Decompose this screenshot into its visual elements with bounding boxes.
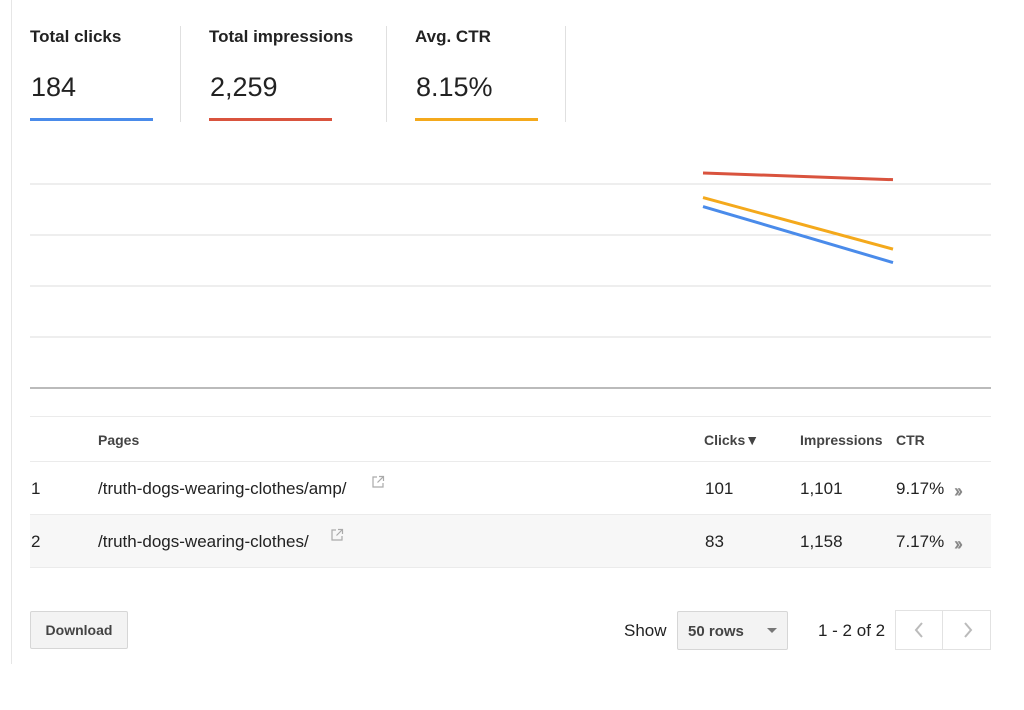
metric-divider — [386, 26, 387, 122]
series-line-avg-ctr — [702, 196, 894, 251]
left-border — [11, 0, 12, 664]
metric-divider — [565, 26, 566, 122]
pagination-controls — [895, 610, 991, 650]
rows-per-page-select[interactable]: 50 rows — [677, 611, 788, 650]
column-header-pages[interactable]: Pages — [98, 432, 140, 448]
external-link-icon[interactable] — [330, 528, 344, 542]
page-link[interactable]: /truth-dogs-wearing-clothes/ — [98, 532, 309, 551]
show-label: Show — [624, 621, 667, 640]
external-link-icon[interactable] — [371, 475, 385, 489]
row-number: 2 — [31, 532, 41, 551]
table-header: Pages Clicks▼ Impressions CTR — [30, 416, 991, 462]
page-link[interactable]: /truth-dogs-wearing-clothes/amp/ — [98, 479, 347, 498]
clicks-value: 83 — [705, 532, 724, 551]
chevron-left-icon — [914, 622, 923, 638]
ctr-value: 9.17% — [896, 479, 945, 498]
chevron-right-icon — [963, 622, 972, 638]
column-header-ctr[interactable]: CTR — [896, 432, 925, 448]
metric-color-bar — [30, 118, 153, 121]
metric-divider — [180, 26, 181, 122]
chart-series — [702, 171, 894, 264]
clicks-value: 101 — [705, 479, 734, 498]
previous-page-button[interactable] — [896, 611, 943, 649]
pages-table: Pages Clicks▼ Impressions CTR 1 /truth-d… — [30, 416, 991, 568]
series-line-total-clicks — [702, 205, 894, 264]
metric-value: 8.15% — [416, 72, 493, 102]
chevron-double-right-icon[interactable]: ›› — [954, 534, 963, 554]
metric-label: Total clicks — [30, 27, 122, 46]
chevron-double-right-icon[interactable]: ›› — [954, 481, 963, 501]
column-header-clicks[interactable]: Clicks▼ — [704, 432, 760, 448]
metric-color-bar — [209, 118, 332, 121]
table-row[interactable]: 1 /truth-dogs-wearing-clothes/amp/ 101 1… — [30, 462, 991, 515]
caret-down-icon — [767, 628, 777, 633]
rows-per-page-value: 50 rows — [688, 623, 744, 640]
column-header-impressions[interactable]: Impressions — [800, 432, 883, 448]
series-line-total-impressions — [702, 171, 894, 182]
download-button[interactable]: Download — [30, 611, 128, 649]
row-number: 1 — [31, 479, 41, 498]
metric-label: Total impressions — [209, 27, 354, 46]
performance-chart — [30, 171, 991, 389]
chart-grid — [30, 183, 991, 389]
metric-label: Avg. CTR — [415, 27, 491, 46]
impressions-value: 1,101 — [800, 479, 843, 498]
metric-value: 184 — [31, 72, 77, 102]
ctr-value: 7.17% — [896, 532, 945, 551]
pagination-range: 1 - 2 of 2 — [818, 621, 886, 640]
next-page-button[interactable] — [944, 611, 991, 649]
metric-color-bar — [415, 118, 538, 121]
impressions-value: 1,158 — [800, 532, 843, 551]
metric-value: 2,259 — [210, 72, 278, 102]
table-row[interactable]: 2 /truth-dogs-wearing-clothes/ 83 1,158 … — [30, 515, 991, 568]
